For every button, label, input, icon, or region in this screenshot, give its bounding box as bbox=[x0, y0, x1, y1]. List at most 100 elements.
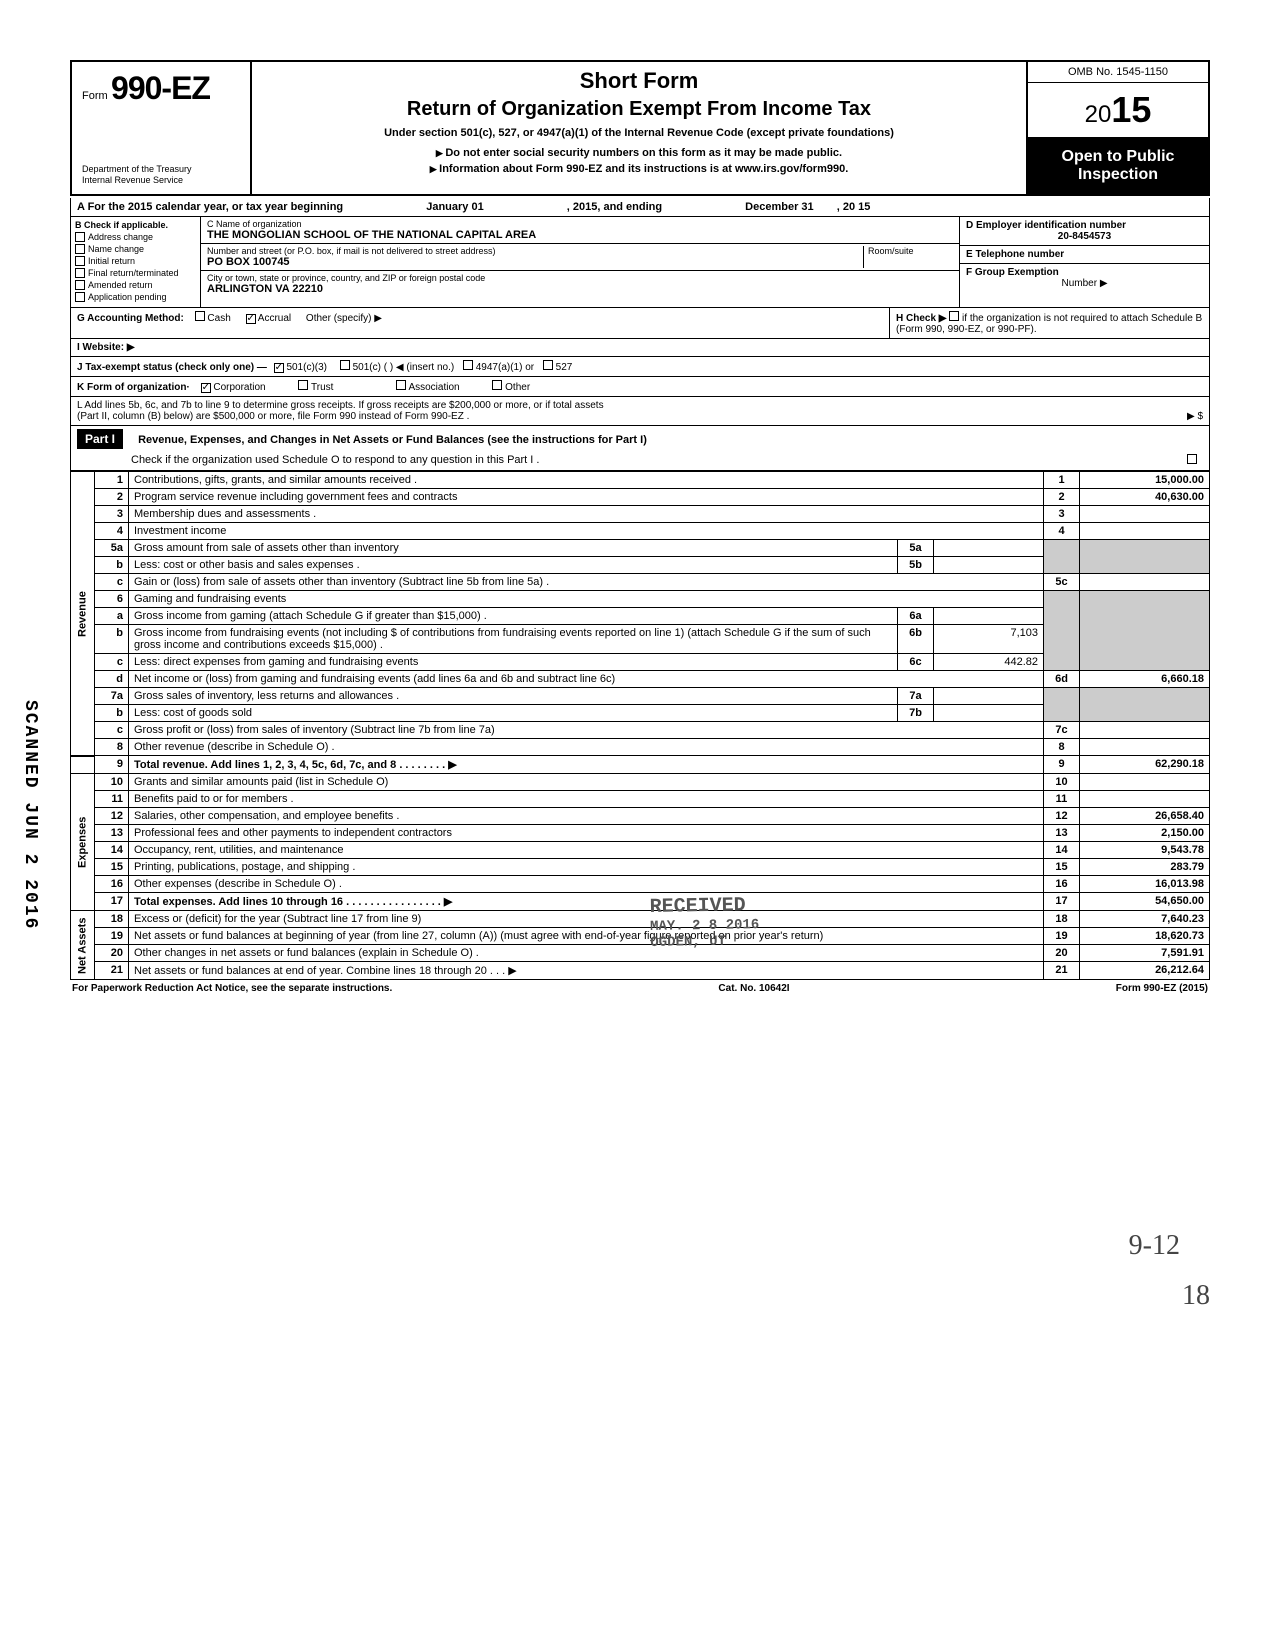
table-row: bGross income from fundraising events (n… bbox=[71, 625, 1210, 654]
table-row: aGross income from gaming (attach Schedu… bbox=[71, 608, 1210, 625]
footer-left: For Paperwork Reduction Act Notice, see … bbox=[72, 983, 392, 994]
info-section: B Check if applicable. Address change Na… bbox=[70, 217, 1210, 308]
row-g-h: G Accounting Method: Cash Accrual Other … bbox=[70, 308, 1210, 339]
scanned-stamp: SCANNED JUN 2 2016 bbox=[20, 700, 40, 930]
handwriting-1: 9-12 bbox=[1129, 1230, 1180, 1262]
section-h-label: H Check ▶ bbox=[896, 313, 946, 324]
instruction-1: Do not enter social security numbers on … bbox=[264, 147, 1014, 159]
instruction-2: Information about Form 990-EZ and its in… bbox=[264, 163, 1014, 175]
part1-check-o: Check if the organization used Schedule … bbox=[131, 454, 539, 466]
subtitle: Under section 501(c), 527, or 4947(a)(1)… bbox=[264, 127, 1014, 139]
section-de: D Employer identification number 20-8454… bbox=[959, 217, 1209, 307]
period-end: December 31 bbox=[745, 201, 814, 213]
period-year: , 20 15 bbox=[837, 201, 871, 213]
row-l: L Add lines 5b, 6c, and 7b to line 9 to … bbox=[70, 397, 1210, 426]
section-c: C Name of organization THE MONGOLIAN SCH… bbox=[201, 217, 959, 307]
checkbox-501c3[interactable] bbox=[274, 363, 284, 373]
table-row: Revenue 1 Contributions, gifts, grants, … bbox=[71, 472, 1210, 489]
section-f-label2: Number ▶ bbox=[966, 278, 1203, 289]
addr-label: Number and street (or P.O. box, if mail … bbox=[207, 246, 863, 256]
form-number-box: Form 990-EZ Department of the Treasury I… bbox=[72, 62, 252, 194]
section-k-label: K Form of organization· bbox=[77, 382, 190, 393]
section-l-line2: (Part II, column (B) below) are $500,000… bbox=[77, 411, 469, 422]
period-label: A For the 2015 calendar year, or tax yea… bbox=[77, 201, 343, 213]
table-row: 15Printing, publications, postage, and s… bbox=[71, 859, 1210, 876]
side-label-netassets: Net Assets bbox=[71, 911, 95, 980]
table-row: 7aGross sales of inventory, less returns… bbox=[71, 688, 1210, 705]
dept-text: Department of the Treasury Internal Reve… bbox=[82, 164, 240, 186]
table-row: 13Professional fees and other payments t… bbox=[71, 825, 1210, 842]
section-e-label: E Telephone number bbox=[966, 249, 1203, 260]
omb-number: OMB No. 1545-1150 bbox=[1028, 62, 1208, 83]
form-number: 990-EZ bbox=[111, 70, 210, 106]
part1-label: Part I bbox=[77, 429, 123, 449]
handwriting-2: 18 bbox=[1182, 1280, 1210, 1312]
checkbox-amended[interactable] bbox=[75, 280, 85, 290]
checkbox-final-return[interactable] bbox=[75, 268, 85, 278]
table-row: cGain or (loss) from sale of assets othe… bbox=[71, 574, 1210, 591]
checkbox-name-change[interactable] bbox=[75, 244, 85, 254]
table-row: 5aGross amount from sale of assets other… bbox=[71, 540, 1210, 557]
city: ARLINGTON VA 22210 bbox=[207, 283, 953, 295]
footer-center: Cat. No. 10642I bbox=[718, 983, 789, 994]
tax-year: 2015 bbox=[1028, 83, 1208, 138]
return-title: Return of Organization Exempt From Incom… bbox=[264, 98, 1014, 121]
checkbox-cash[interactable] bbox=[195, 311, 205, 321]
form-header: Form 990-EZ Department of the Treasury I… bbox=[70, 60, 1210, 196]
checkbox-schedule-o[interactable] bbox=[1187, 454, 1197, 464]
side-label-expenses: Expenses bbox=[71, 774, 95, 911]
section-l-line1: L Add lines 5b, 6c, and 7b to line 9 to … bbox=[77, 400, 1203, 411]
section-g-label: G Accounting Method: bbox=[77, 313, 184, 324]
received-stamp: RECEIVED MAY. 2 8 2016 OGDEN, UT bbox=[650, 894, 760, 951]
checkbox-assoc[interactable] bbox=[396, 380, 406, 390]
row-j: J Tax-exempt status (check only one) — 5… bbox=[70, 357, 1210, 377]
checkbox-trust[interactable] bbox=[298, 380, 308, 390]
table-row: 17Total expenses. Add lines 10 through 1… bbox=[71, 893, 1210, 911]
table-row: 20Other changes in net assets or fund ba… bbox=[71, 945, 1210, 962]
ein: 20-8454573 bbox=[966, 231, 1203, 242]
section-c-label: C Name of organization bbox=[207, 219, 953, 229]
city-label: City or town, state or province, country… bbox=[207, 273, 953, 283]
table-row: bLess: cost or other basis and sales exp… bbox=[71, 557, 1210, 574]
checkbox-accrual[interactable] bbox=[246, 314, 256, 324]
table-row: 3Membership dues and assessments .3 bbox=[71, 506, 1210, 523]
room-label: Room/suite bbox=[868, 246, 953, 256]
period-begin: January 01 bbox=[426, 201, 483, 213]
title-box: Short Form Return of Organization Exempt… bbox=[252, 62, 1028, 194]
section-b-header: B Check if applicable. bbox=[75, 220, 196, 230]
checkbox-501c[interactable] bbox=[340, 360, 350, 370]
checkbox-application-pending[interactable] bbox=[75, 292, 85, 302]
checkbox-4947[interactable] bbox=[463, 360, 473, 370]
checkbox-other[interactable] bbox=[492, 380, 502, 390]
checkbox-initial-return[interactable] bbox=[75, 256, 85, 266]
year-box: OMB No. 1545-1150 2015 Open to Public In… bbox=[1028, 62, 1208, 194]
part1-header-row: Part I Revenue, Expenses, and Changes in… bbox=[70, 426, 1210, 471]
table-row: 16Other expenses (describe in Schedule O… bbox=[71, 876, 1210, 893]
table-row: bLess: cost of goods sold7b bbox=[71, 705, 1210, 722]
table-row: 12Salaries, other compensation, and empl… bbox=[71, 808, 1210, 825]
section-f-label: F Group Exemption bbox=[966, 267, 1203, 278]
period-row: A For the 2015 calendar year, or tax yea… bbox=[70, 198, 1210, 217]
section-l-arrow: ▶ $ bbox=[1187, 411, 1203, 422]
checkbox-527[interactable] bbox=[543, 360, 553, 370]
table-row: 9Total revenue. Add lines 1, 2, 3, 4, 5c… bbox=[71, 756, 1210, 774]
table-row: 6Gaming and fundraising events bbox=[71, 591, 1210, 608]
checkbox-corp[interactable] bbox=[201, 383, 211, 393]
table-row: 2Program service revenue including gover… bbox=[71, 489, 1210, 506]
table-row: 19Net assets or fund balances at beginni… bbox=[71, 928, 1210, 945]
table-row: 4Investment income4 bbox=[71, 523, 1210, 540]
checkbox-address-change[interactable] bbox=[75, 232, 85, 242]
footer-row: For Paperwork Reduction Act Notice, see … bbox=[70, 980, 1210, 997]
checkbox-h[interactable] bbox=[949, 311, 959, 321]
footer-right: Form 990-EZ (2015) bbox=[1116, 983, 1208, 994]
address: PO BOX 100745 bbox=[207, 256, 863, 268]
section-b: B Check if applicable. Address change Na… bbox=[71, 217, 201, 307]
row-k: K Form of organization· Corporation Trus… bbox=[70, 377, 1210, 397]
table-row: 8Other revenue (describe in Schedule O) … bbox=[71, 739, 1210, 756]
section-d-label: D Employer identification number bbox=[966, 220, 1203, 231]
short-form-label: Short Form bbox=[264, 68, 1014, 94]
table-row: cLess: direct expenses from gaming and f… bbox=[71, 654, 1210, 671]
period-mid: , 2015, and ending bbox=[567, 201, 662, 213]
table-row: cGross profit or (loss) from sales of in… bbox=[71, 722, 1210, 739]
open-to-public: Open to Public Inspection bbox=[1028, 138, 1208, 194]
